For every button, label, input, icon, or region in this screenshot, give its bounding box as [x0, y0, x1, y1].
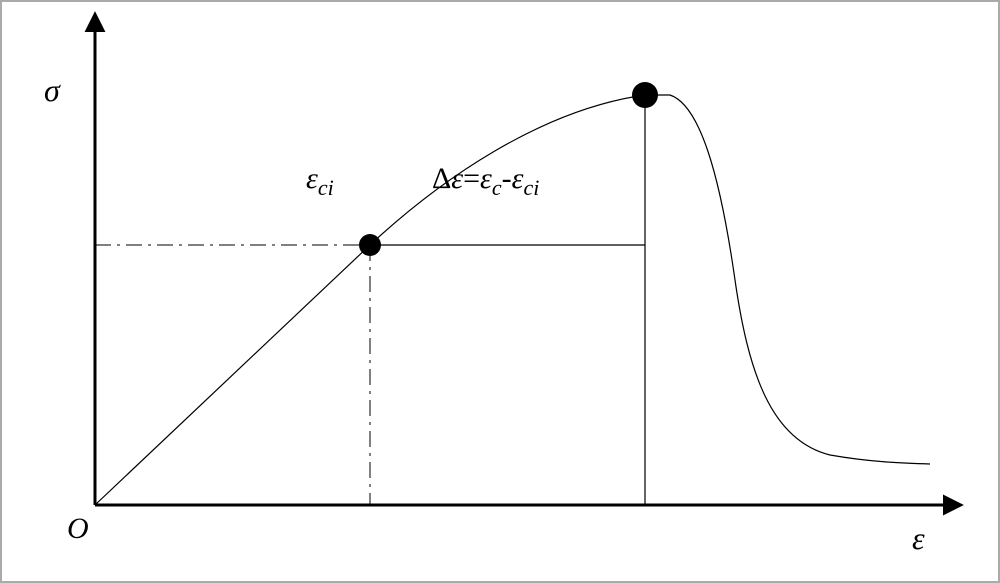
y-axis-label: σ — [44, 72, 60, 109]
diagram-svg — [0, 0, 1000, 583]
point-peak — [632, 82, 658, 108]
diagram-container: O ε σ εci Δε=εc-εci — [0, 0, 1000, 583]
epsilon-ci-label: εci — [306, 162, 334, 201]
frame-border — [1, 1, 999, 582]
x-axis-label: ε — [912, 520, 925, 557]
stress-strain-curve — [95, 95, 930, 505]
point-epsilon-ci — [359, 234, 381, 256]
delta-epsilon-formula: Δε=εc-εci — [432, 162, 539, 201]
origin-label: O — [67, 512, 89, 546]
